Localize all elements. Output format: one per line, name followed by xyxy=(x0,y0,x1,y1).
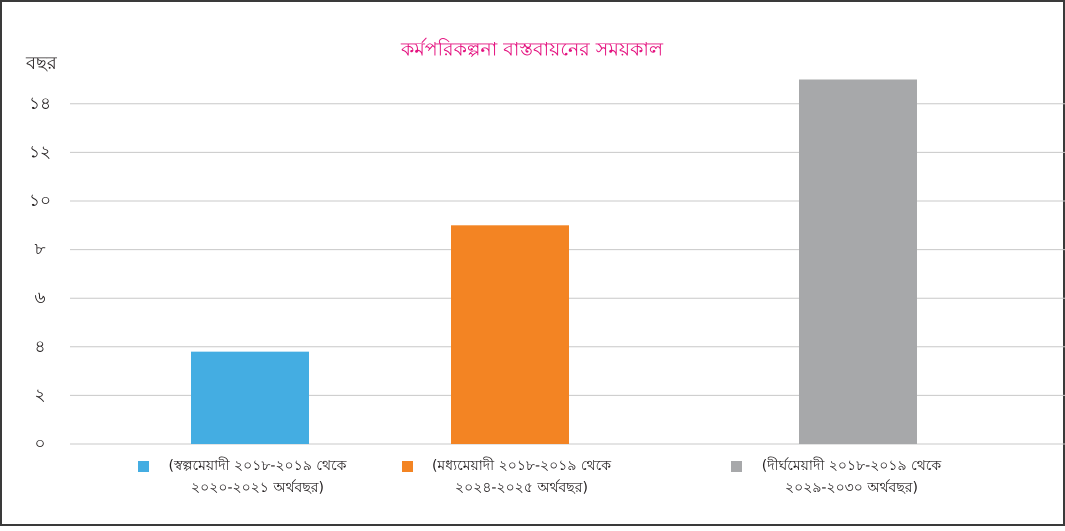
y-tick-label: ৪ xyxy=(34,337,45,357)
y-axis-label: বছর xyxy=(25,53,58,74)
y-tick-label: ১২ xyxy=(29,142,51,162)
y-tick-label: ৬ xyxy=(34,288,45,308)
y-tick-label: ২ xyxy=(34,385,45,405)
y-tick-label: ১০ xyxy=(29,191,51,211)
y-tick-label: ৮ xyxy=(34,240,45,260)
legend-swatch xyxy=(402,461,413,472)
legend-label: (স্বল্পমেয়াদী ২০১৮-২০১৯ থেকে ২০২০-২০২১ … xyxy=(168,458,347,496)
bar xyxy=(191,351,309,444)
legend-swatch xyxy=(138,461,149,472)
bar xyxy=(799,79,917,444)
chart-title: কর্মপরিকল্পনা বাস্তবায়নের সময়কাল xyxy=(400,38,664,61)
y-tick-label: ১৪ xyxy=(29,94,51,114)
legend-swatch xyxy=(731,461,742,472)
legend-label: (মধ্যমেয়াদী ২০১৮-২০১৯ থেকে ২০২৪-২০২৫ অর… xyxy=(431,458,612,496)
legend-label: (দীর্ঘমেয়াদী ২০১৮-২০১৯ থেকে ২০২৯-২০৩০ অ… xyxy=(761,458,942,496)
bar xyxy=(451,225,569,444)
y-tick-label: ০ xyxy=(34,434,45,454)
